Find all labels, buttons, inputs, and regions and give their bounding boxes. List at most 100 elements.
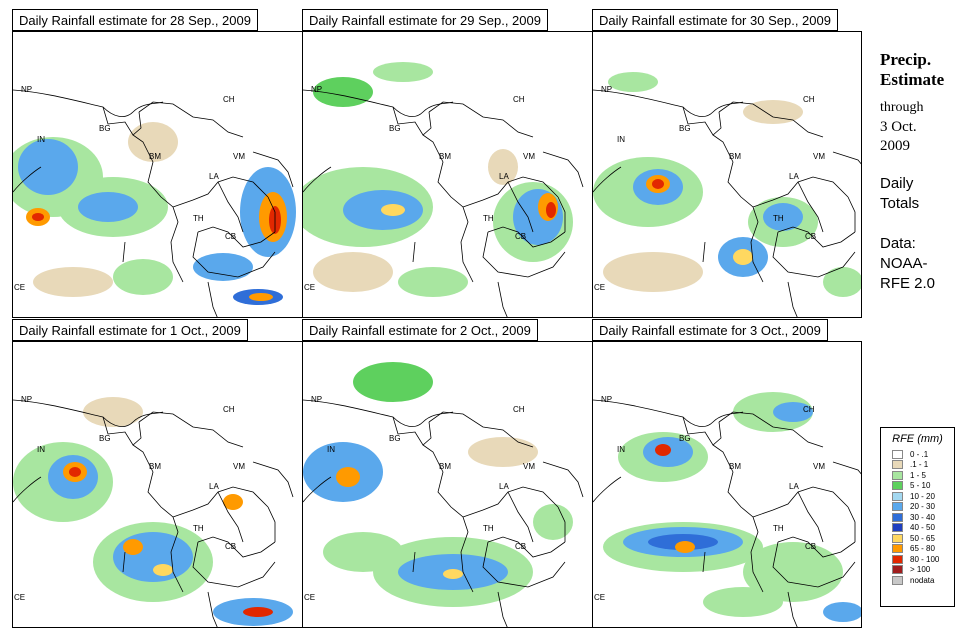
legend-label: > 100 bbox=[910, 565, 931, 575]
rainfall-map: NP CH BG BM VM LA TH CB CE bbox=[302, 31, 599, 318]
rainfall-map: NP CH IN BG BM VM LA TH CB CE bbox=[12, 341, 309, 628]
label-bm: BM bbox=[439, 462, 451, 471]
label-bg: BG bbox=[389, 434, 401, 443]
label-ce: CE bbox=[594, 283, 605, 292]
legend-item: 40 - 50 bbox=[892, 523, 954, 534]
legend-swatch bbox=[892, 554, 903, 564]
label-bm: BM bbox=[149, 152, 161, 161]
label-la: LA bbox=[789, 482, 799, 491]
rainfall-map: NP CH IN BG BM VM LA TH CB CE bbox=[302, 341, 599, 628]
label-ce: CE bbox=[304, 593, 315, 602]
label-th: TH bbox=[773, 214, 784, 223]
map-panel-28-sep: Daily Rainfall estimate for 28 Sep., 200… bbox=[12, 9, 309, 319]
rainfall-map: NP CH IN BG BM VM LA TH CB CE bbox=[592, 31, 862, 318]
legend-swatch bbox=[892, 544, 903, 554]
map-panel-30-sep: Daily Rainfall estimate for 30 Sep., 200… bbox=[592, 9, 862, 319]
label-cb: CB bbox=[515, 232, 526, 241]
through-label: through bbox=[880, 100, 924, 115]
label-np: NP bbox=[21, 85, 32, 94]
label-cb: CB bbox=[225, 232, 236, 241]
map-panel-3-oct: Daily Rainfall estimate for 3 Oct., 2009… bbox=[592, 319, 862, 629]
legend-swatch bbox=[892, 502, 903, 512]
label-th: TH bbox=[193, 214, 204, 223]
rainfall-map: NP CH IN BG BM VM LA TH CB CE bbox=[12, 31, 309, 318]
panel-title: Daily Rainfall estimate for 30 Sep., 200… bbox=[592, 9, 838, 31]
data-source: Data: NOAA- RFE 2.0 bbox=[880, 235, 936, 292]
label-ch: CH bbox=[803, 405, 815, 414]
label-ce: CE bbox=[304, 283, 315, 292]
legend-item: .1 - 1 bbox=[892, 460, 954, 471]
label-vm: VM bbox=[233, 462, 245, 471]
label-cb: CB bbox=[515, 542, 526, 551]
legend-item: 65 - 80 bbox=[892, 544, 954, 555]
legend-label: 80 - 100 bbox=[910, 554, 940, 564]
map-panel-1-oct: Daily Rainfall estimate for 1 Oct., 2009… bbox=[12, 319, 309, 629]
legend-label: 65 - 80 bbox=[910, 544, 935, 554]
map-panel-2-oct: Daily Rainfall estimate for 2 Oct., 2009… bbox=[302, 319, 599, 629]
label-bg: BG bbox=[99, 434, 111, 443]
label-la: LA bbox=[789, 172, 799, 181]
legend-swatch bbox=[892, 523, 903, 533]
label-np: NP bbox=[311, 85, 322, 94]
legend-label: 40 - 50 bbox=[910, 523, 935, 533]
legend-swatch bbox=[892, 449, 903, 459]
label-cb: CB bbox=[805, 542, 816, 551]
legend-swatch bbox=[892, 512, 903, 522]
label-la: LA bbox=[209, 482, 219, 491]
legend-swatch bbox=[892, 470, 903, 480]
label-vm: VM bbox=[813, 152, 825, 161]
panel-title: Daily Rainfall estimate for 29 Sep., 200… bbox=[302, 9, 548, 31]
label-np: NP bbox=[601, 85, 612, 94]
label-ce: CE bbox=[594, 593, 605, 602]
legend-item: 50 - 65 bbox=[892, 533, 954, 544]
through-date: 3 Oct. 2009 bbox=[880, 119, 917, 154]
label-in: IN bbox=[617, 135, 625, 144]
legend-swatch bbox=[892, 460, 903, 470]
legend-label: 0 - .1 bbox=[910, 449, 929, 459]
legend-swatch bbox=[892, 533, 903, 543]
label-in: IN bbox=[327, 445, 335, 454]
label-la: LA bbox=[499, 172, 509, 181]
side-title: Precip. Estimate bbox=[880, 50, 945, 89]
label-la: LA bbox=[499, 482, 509, 491]
label-bm: BM bbox=[729, 152, 741, 161]
legend-label: nodata bbox=[910, 575, 935, 585]
label-bm: BM bbox=[729, 462, 741, 471]
panel-title: Daily Rainfall estimate for 2 Oct., 2009 bbox=[302, 319, 538, 341]
label-th: TH bbox=[193, 524, 204, 533]
legend-swatch bbox=[892, 481, 903, 491]
label-la: LA bbox=[209, 172, 219, 181]
label-in: IN bbox=[617, 445, 625, 454]
daily-totals: Daily Totals bbox=[880, 175, 920, 212]
label-bm: BM bbox=[439, 152, 451, 161]
legend-item: 1 - 5 bbox=[892, 470, 954, 481]
legend-item: 0 - .1 bbox=[892, 449, 954, 460]
rainfall-map: NP CH IN BG BM VM LA TH CB CE bbox=[592, 341, 862, 628]
legend-item: 20 - 30 bbox=[892, 502, 954, 513]
label-vm: VM bbox=[523, 462, 535, 471]
label-th: TH bbox=[483, 524, 494, 533]
label-bg: BG bbox=[679, 124, 691, 133]
legend-label: 5 - 10 bbox=[910, 481, 931, 491]
label-th: TH bbox=[773, 524, 784, 533]
legend-label: 20 - 30 bbox=[910, 502, 935, 512]
legend-swatch bbox=[892, 565, 903, 575]
legend-label: 10 - 20 bbox=[910, 491, 935, 501]
label-ch: CH bbox=[223, 95, 235, 104]
label-np: NP bbox=[21, 395, 32, 404]
legend-item: 10 - 20 bbox=[892, 491, 954, 502]
panel-title: Daily Rainfall estimate for 1 Oct., 2009 bbox=[12, 319, 248, 341]
legend-item: nodata bbox=[892, 575, 954, 586]
legend-swatch bbox=[892, 491, 903, 501]
label-ch: CH bbox=[513, 405, 525, 414]
label-th: TH bbox=[483, 214, 494, 223]
label-cb: CB bbox=[225, 542, 236, 551]
legend-label: 30 - 40 bbox=[910, 512, 935, 522]
label-ch: CH bbox=[513, 95, 525, 104]
panel-title: Daily Rainfall estimate for 28 Sep., 200… bbox=[12, 9, 258, 31]
label-in: IN bbox=[37, 445, 45, 454]
label-bg: BG bbox=[99, 124, 111, 133]
label-np: NP bbox=[311, 395, 322, 404]
label-bg: BG bbox=[389, 124, 401, 133]
